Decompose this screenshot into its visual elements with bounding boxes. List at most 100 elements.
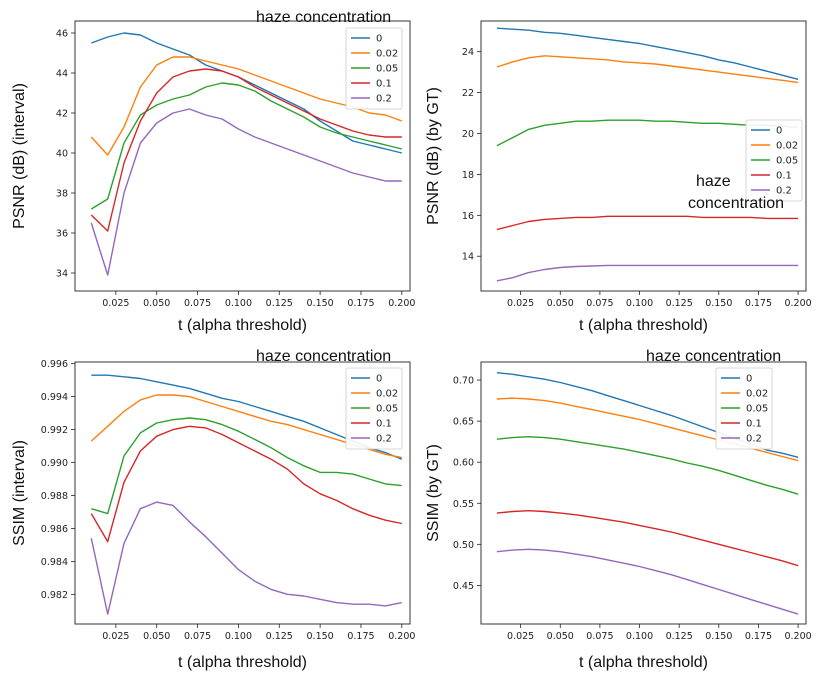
x-tick-label: 0.050 bbox=[547, 298, 574, 309]
y-tick-label: 22 bbox=[462, 88, 474, 99]
y-tick-label: 36 bbox=[56, 229, 68, 240]
x-tick-label: 0.150 bbox=[307, 298, 334, 309]
annotation-haze-concentration: haze bbox=[696, 173, 731, 190]
x-tick-label: 0.150 bbox=[705, 631, 732, 642]
legend-box bbox=[345, 367, 403, 450]
series-line-0.05 bbox=[496, 436, 799, 495]
y-tick-label: 0.70 bbox=[453, 376, 474, 387]
x-axis-label: t (alpha threshold) bbox=[579, 654, 708, 671]
x-tick-label: 0.175 bbox=[745, 298, 772, 309]
y-tick-label: 46 bbox=[56, 29, 68, 40]
x-tick-label: 0.050 bbox=[547, 631, 574, 642]
y-tick-label: 0.55 bbox=[453, 499, 474, 510]
y-tick-label: 34 bbox=[56, 269, 68, 280]
legend: 0 0.02 0.05 0.1 0.2 bbox=[745, 119, 803, 202]
x-tick-label: 0.100 bbox=[225, 298, 252, 309]
chart-ssim_gt: 0.025 0.050 0.075 0.100 0.125 0.150 0.175 0.200… bbox=[425, 348, 812, 671]
legend-label: 0.02 bbox=[376, 49, 398, 60]
x-tick-label: 0.075 bbox=[184, 298, 211, 309]
legend-label: 0.2 bbox=[746, 434, 762, 445]
legend-label: 0.02 bbox=[776, 141, 798, 152]
annotation-haze-concentration: haze concentration bbox=[256, 348, 391, 365]
legend-label: 0.02 bbox=[746, 389, 768, 400]
x-tick-label: 0.100 bbox=[225, 631, 252, 642]
x-axis-label: t (alpha threshold) bbox=[178, 654, 307, 671]
x-tick-label: 0.075 bbox=[586, 631, 613, 642]
series-line-0.05 bbox=[91, 417, 402, 515]
x-tick-label: 0.175 bbox=[745, 631, 772, 642]
y-tick-label: 0.986 bbox=[41, 524, 68, 535]
series-line-0.05 bbox=[90, 82, 402, 210]
y-tick-label: 24 bbox=[462, 47, 474, 58]
annotation-haze-concentration: haze concentration bbox=[256, 9, 391, 26]
y-tick-label: 44 bbox=[56, 69, 68, 80]
x-tick-label: 0.050 bbox=[143, 631, 170, 642]
y-tick-label: 0.996 bbox=[41, 359, 68, 370]
series-line-0 bbox=[91, 32, 402, 154]
series-line-0.1 bbox=[90, 68, 402, 232]
x-tick-label: 0.100 bbox=[626, 298, 653, 309]
y-axis-label: SSIM (interval) bbox=[11, 440, 28, 546]
legend-label: 0.05 bbox=[746, 404, 768, 415]
legend-box bbox=[745, 119, 803, 202]
plot-frame bbox=[480, 361, 807, 625]
legend-box bbox=[345, 27, 403, 110]
y-axis-label: PSNR (dB) (interval) bbox=[11, 83, 28, 229]
legend-label: 0.02 bbox=[376, 389, 398, 400]
x-tick-label: 0.125 bbox=[266, 631, 293, 642]
legend-label: 0.05 bbox=[776, 156, 798, 167]
x-tick-label: 0.125 bbox=[666, 631, 693, 642]
x-tick-label: 0.025 bbox=[102, 631, 129, 642]
y-axis-label: PSNR (dB) (by GT) bbox=[425, 87, 442, 225]
y-tick-label: 0.992 bbox=[41, 425, 68, 436]
x-tick-label: 0.175 bbox=[347, 631, 374, 642]
legend-label: 0.05 bbox=[376, 404, 398, 415]
y-tick-label: 0.65 bbox=[453, 417, 474, 428]
series-line-0.1 bbox=[496, 510, 799, 567]
series-line-0.2 bbox=[496, 548, 799, 615]
plot-frame bbox=[480, 20, 807, 292]
x-tick-label: 0.100 bbox=[626, 631, 653, 642]
x-tick-label: 0.075 bbox=[184, 631, 211, 642]
y-tick-label: 0.45 bbox=[453, 581, 474, 592]
series-line-0.2 bbox=[496, 264, 799, 282]
x-tick-label: 0.125 bbox=[666, 298, 693, 309]
legend-label: 0.2 bbox=[776, 186, 792, 197]
y-tick-label: 18 bbox=[462, 170, 474, 181]
legend-box bbox=[715, 367, 773, 450]
legend-label: 0.1 bbox=[746, 419, 762, 430]
legend-label: 0 bbox=[746, 374, 752, 385]
x-axis-label: t (alpha threshold) bbox=[178, 317, 307, 334]
y-tick-label: 38 bbox=[56, 189, 68, 200]
legend-label: 0 bbox=[376, 374, 382, 385]
x-tick-label: 0.075 bbox=[586, 298, 613, 309]
series-line-0.2 bbox=[90, 501, 402, 615]
plot-frame bbox=[74, 361, 411, 625]
series-line-0 bbox=[496, 27, 799, 80]
annotation-haze-concentration: concentration bbox=[688, 195, 784, 212]
x-tick-label: 0.025 bbox=[507, 298, 534, 309]
series-line-0.2 bbox=[90, 108, 402, 276]
legend-label: 0 bbox=[776, 126, 782, 137]
x-tick-label: 0.150 bbox=[307, 631, 334, 642]
legend: 0 0.02 0.05 0.1 0.2 bbox=[345, 367, 403, 450]
x-axis-label: t (alpha threshold) bbox=[579, 317, 708, 334]
legend-label: 0.1 bbox=[376, 419, 392, 430]
legend: 0 0.02 0.05 0.1 0.2 bbox=[715, 367, 773, 450]
x-tick-label: 0.025 bbox=[507, 631, 534, 642]
y-tick-label: 14 bbox=[462, 252, 474, 263]
legend: 0 0.02 0.05 0.1 0.2 bbox=[345, 27, 403, 110]
x-tick-label: 0.025 bbox=[102, 298, 129, 309]
y-tick-label: 42 bbox=[56, 109, 68, 120]
plot-frame bbox=[74, 20, 411, 292]
y-tick-label: 0.982 bbox=[41, 590, 68, 601]
legend-label: 0.2 bbox=[376, 434, 392, 445]
y-tick-label: 40 bbox=[56, 149, 68, 160]
x-tick-label: 0.050 bbox=[143, 298, 170, 309]
series-line-0.02 bbox=[496, 55, 799, 84]
chart-ssim_interval: 0.025 0.050 0.075 0.100 0.125 0.150 0.175 0.200… bbox=[11, 348, 415, 671]
x-tick-label: 0.200 bbox=[784, 298, 811, 309]
series-line-0.1 bbox=[90, 425, 402, 543]
y-axis-label: SSIM (by GT) bbox=[425, 444, 442, 542]
